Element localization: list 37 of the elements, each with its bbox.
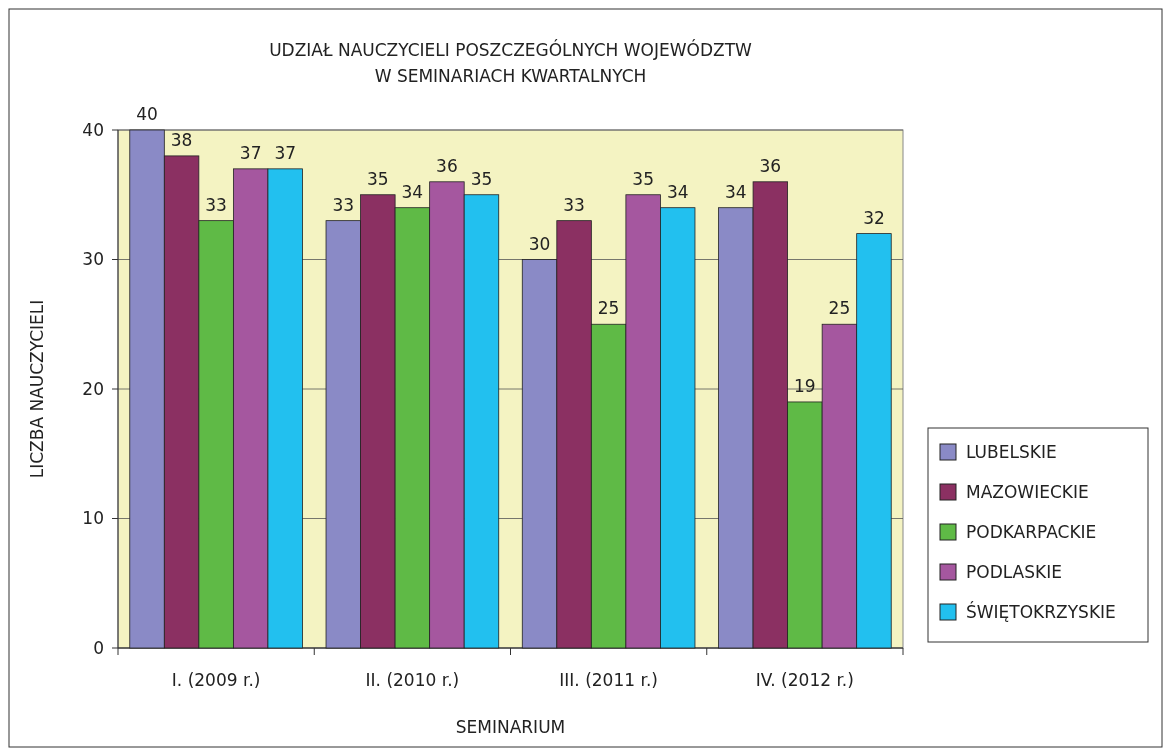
x-tick-label: III. (2011 r.) [559, 670, 658, 690]
data-label: 33 [563, 194, 585, 215]
chart-title: UDZIAŁ NAUCZYCIELI POSZCZEGÓLNYCH WOJEWÓDZTW W SEMINARIACH KWARTALNYCH [269, 39, 753, 86]
data-label: 19 [794, 375, 816, 396]
x-tick-label: I. (2009 r.) [171, 670, 261, 690]
data-label: 35 [632, 168, 654, 189]
data-label: 34 [724, 181, 747, 202]
data-label: 33 [332, 194, 355, 215]
data-label: 38 [170, 129, 193, 150]
data-label: 35 [470, 168, 493, 189]
y-tick-label: 0 [93, 637, 104, 658]
x-tick-label: II. (2010 r.) [365, 670, 460, 690]
y-tick-label: 30 [82, 249, 104, 270]
data-label: 40 [136, 104, 158, 124]
legend-label: ŚWIĘTOKRZYSKIE [966, 600, 1116, 622]
data-label: 37 [274, 142, 297, 163]
x-tick-label: IV. (2012 r.) [755, 670, 854, 690]
data-label: 36 [436, 155, 458, 176]
legend-label: LUBELSKIE [966, 441, 1057, 462]
legend-label: PODKARPACKIE [966, 521, 1097, 542]
data-label: 33 [205, 194, 227, 215]
legend-label: MAZOWIECKIE [966, 481, 1089, 502]
y-tick-label: 40 [82, 119, 104, 140]
x-axis-title: SEMINARIUM [455, 717, 566, 737]
data-label: 34 [666, 181, 689, 202]
y-tick-label: 10 [82, 508, 104, 529]
data-label: 30 [528, 233, 551, 254]
legend-label: PODLASKIE [966, 561, 1062, 582]
data-label: 37 [239, 142, 262, 163]
y-axis-title: LICZBA NAUCZYCIELI [27, 299, 47, 479]
data-label: 32 [863, 207, 885, 228]
y-tick-label: 20 [82, 378, 104, 399]
data-label: 35 [367, 168, 389, 189]
data-label: 36 [759, 155, 782, 176]
data-label: 25 [828, 298, 851, 319]
data-label: 25 [597, 298, 620, 319]
data-label: 34 [401, 181, 424, 202]
